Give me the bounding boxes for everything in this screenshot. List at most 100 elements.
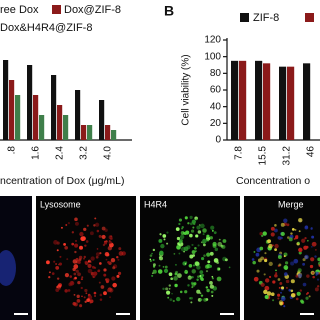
dot <box>189 222 193 226</box>
dot <box>93 224 96 227</box>
dot <box>187 222 190 225</box>
dot <box>151 252 153 255</box>
dot <box>191 282 196 287</box>
dot <box>290 261 295 266</box>
dot <box>290 293 296 298</box>
bar <box>33 95 39 140</box>
dot <box>76 298 81 303</box>
dot <box>173 276 178 281</box>
y-tick-label: 100 <box>204 51 221 62</box>
dot <box>208 264 212 268</box>
dot <box>55 263 58 266</box>
dot <box>171 292 173 295</box>
dot <box>298 251 302 255</box>
dot <box>96 229 100 233</box>
dot <box>211 277 214 280</box>
legend-label: ZIF-8 <box>253 12 279 24</box>
dot <box>158 239 163 243</box>
dot <box>202 228 207 233</box>
dot <box>87 263 92 268</box>
dot <box>205 270 209 273</box>
dot <box>152 269 157 274</box>
dot <box>185 261 188 264</box>
dot <box>98 234 102 238</box>
dot <box>260 282 265 287</box>
dot <box>105 278 110 283</box>
dot <box>177 273 182 278</box>
y-tick-label: 80 <box>210 68 222 79</box>
dot <box>206 288 210 293</box>
dot <box>58 287 61 290</box>
dot <box>101 226 106 231</box>
dot <box>311 235 315 239</box>
dot <box>103 273 107 277</box>
dot <box>79 304 83 308</box>
dot <box>264 294 269 300</box>
dot <box>192 264 196 267</box>
dot <box>117 258 120 261</box>
dot <box>97 270 99 272</box>
dot <box>191 219 196 224</box>
bar <box>87 125 93 140</box>
dot <box>175 270 179 274</box>
dot <box>228 266 231 269</box>
dot <box>73 302 78 307</box>
dot <box>216 276 222 282</box>
dot <box>272 299 275 302</box>
dot <box>181 227 183 230</box>
dot <box>302 282 307 287</box>
dot <box>73 293 76 296</box>
dot <box>178 252 181 255</box>
dot <box>197 230 202 234</box>
dot <box>306 291 309 295</box>
dot <box>184 216 188 220</box>
dot <box>267 239 272 244</box>
dot <box>309 264 314 269</box>
dot <box>57 284 62 289</box>
dot <box>191 243 194 247</box>
dot <box>311 245 313 248</box>
dot <box>280 296 286 302</box>
dot <box>196 275 200 279</box>
dot <box>304 225 309 230</box>
bar <box>3 60 9 140</box>
dot <box>310 257 315 262</box>
dot <box>94 294 97 297</box>
dot <box>55 266 60 270</box>
x-tick-label: 15.5 <box>258 146 269 166</box>
dot <box>99 298 103 301</box>
dot <box>190 229 195 233</box>
bar <box>81 125 87 140</box>
dot <box>298 218 303 223</box>
dot <box>68 282 73 287</box>
dot <box>187 284 190 287</box>
dot <box>178 241 182 244</box>
dot <box>209 281 213 285</box>
dot <box>103 268 107 272</box>
x-tick-label: 4.0 <box>103 146 114 160</box>
dot <box>81 295 83 298</box>
dot <box>294 228 297 231</box>
bar <box>39 115 45 140</box>
dot <box>261 234 264 238</box>
dot <box>169 298 173 302</box>
bar <box>15 95 21 140</box>
dot <box>189 233 193 238</box>
dot <box>48 271 51 274</box>
dot <box>151 272 154 275</box>
dot <box>116 274 120 278</box>
dot <box>210 290 214 294</box>
bar <box>105 125 111 140</box>
dot <box>217 241 223 247</box>
dot <box>283 272 288 276</box>
x-axis-label: ncentration of Dox (μg/mL) <box>0 175 125 187</box>
x-tick-label: 31.2 <box>282 146 293 166</box>
dot <box>293 258 299 264</box>
dot <box>72 267 76 272</box>
dot <box>197 244 200 247</box>
dot <box>74 250 77 254</box>
dot <box>55 288 60 292</box>
dot <box>274 243 279 249</box>
dot <box>222 239 227 243</box>
